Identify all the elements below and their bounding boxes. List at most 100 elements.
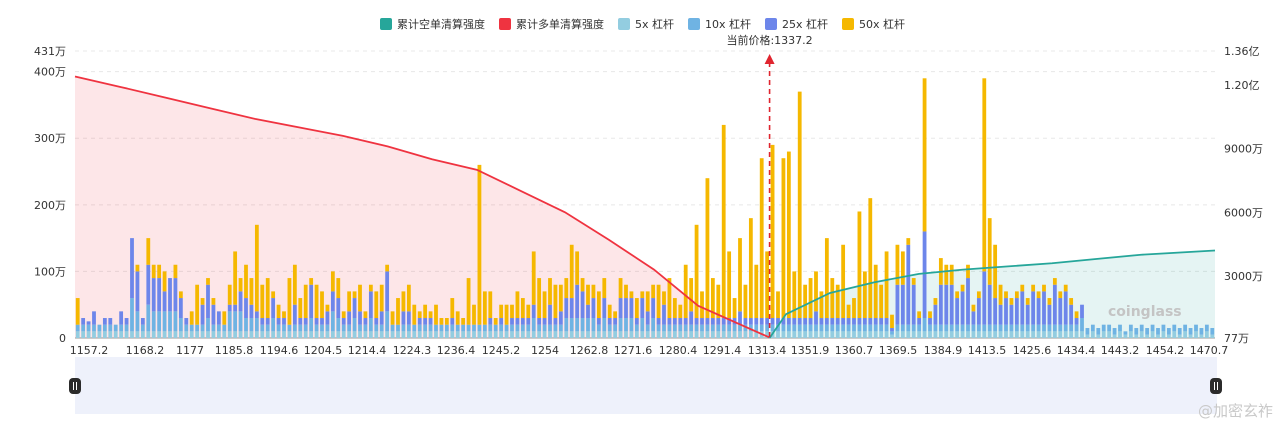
- bar-segment: [634, 331, 639, 338]
- bar-segment: [461, 331, 466, 338]
- bar-segment: [846, 318, 851, 325]
- bar-segment: [1194, 324, 1198, 332]
- bar-segment: [716, 318, 721, 325]
- bar-segment: [92, 324, 96, 332]
- bar-segment: [406, 311, 411, 325]
- bar-segment: [906, 331, 911, 338]
- bar-segment: [477, 331, 482, 338]
- bar-segment: [1014, 324, 1019, 332]
- bar-segment: [309, 331, 314, 338]
- bar-segment: [488, 331, 493, 338]
- bar-segment: [1139, 324, 1144, 332]
- bar-segment: [168, 331, 172, 338]
- bar-segment: [298, 324, 303, 332]
- bar-segment: [1177, 334, 1182, 338]
- bar-segment: [738, 238, 742, 312]
- bar-segment: [629, 318, 634, 332]
- bar-segment: [113, 331, 118, 338]
- bar-segment: [971, 311, 976, 325]
- bar-segment: [396, 331, 400, 338]
- bar-segment: [786, 324, 791, 332]
- bar-segment: [439, 324, 444, 332]
- bar-segment: [667, 324, 672, 332]
- bar-segment: [982, 271, 987, 325]
- bar-segment: [282, 331, 286, 338]
- legend-item-5[interactable]: 50x 杠杆: [842, 16, 905, 32]
- bar-segment: [624, 284, 628, 299]
- bar-segment: [1004, 298, 1008, 325]
- bar-segment: [157, 311, 162, 332]
- bar-segment: [330, 311, 335, 332]
- bar-segment: [1004, 291, 1008, 299]
- bar-segment: [292, 324, 297, 332]
- bar-segment: [526, 318, 531, 325]
- bar-segment: [97, 324, 102, 332]
- bar-segment: [564, 331, 569, 338]
- bar-segment: [1042, 324, 1046, 332]
- bar-segment: [971, 324, 976, 332]
- bar-segment: [765, 331, 770, 338]
- bar-segment: [982, 331, 987, 338]
- bar-segment: [249, 318, 254, 332]
- bar-segment: [1069, 324, 1074, 332]
- bar-segment: [472, 324, 476, 332]
- bar-segment: [933, 324, 938, 332]
- bar-segment: [748, 331, 753, 338]
- bar-segment: [1020, 284, 1025, 292]
- bar-segment: [135, 264, 140, 272]
- bar-segment: [1172, 331, 1177, 338]
- bar-segment: [1139, 331, 1144, 338]
- bar-segment: [803, 324, 808, 332]
- bar-segment: [596, 318, 601, 325]
- legend-item-3[interactable]: 10x 杠杆: [687, 16, 751, 32]
- legend-item-4[interactable]: 25x 杠杆: [765, 16, 828, 32]
- bar-segment: [537, 324, 542, 332]
- bar-segment: [472, 304, 476, 325]
- bar-segment: [249, 304, 254, 319]
- bar-segment: [998, 324, 1003, 332]
- bar-segment: [233, 311, 238, 332]
- legend-item-2[interactable]: 5x 杠杆: [617, 16, 674, 32]
- x-tick-label: 1177: [176, 344, 204, 357]
- bar-segment: [537, 278, 542, 319]
- bar-segment: [542, 291, 547, 319]
- bar-segment: [341, 311, 346, 319]
- bar-segment: [683, 318, 688, 325]
- bar-segment: [238, 331, 243, 338]
- bar-segment: [1052, 324, 1057, 332]
- slider-right-handle[interactable]: [1210, 378, 1222, 394]
- x-tick-label: 1168.2: [126, 344, 165, 357]
- bar-segment: [499, 331, 504, 338]
- bar-segment: [1156, 334, 1160, 338]
- bar-segment: [640, 291, 645, 299]
- bar-segment: [1042, 284, 1046, 292]
- bar-segment: [108, 324, 113, 332]
- bar-segment: [1009, 304, 1014, 325]
- bar-segment: [613, 331, 618, 338]
- range-slider-track[interactable]: [75, 357, 1217, 414]
- bar-segment: [320, 324, 324, 332]
- bar-segment: [841, 324, 846, 332]
- bar-segment: [363, 324, 368, 332]
- bar-segment: [667, 331, 672, 338]
- bar-segment: [1074, 331, 1079, 338]
- x-tick-label: 1254: [531, 344, 559, 357]
- bar-segment: [1069, 331, 1074, 338]
- bar-segment: [216, 311, 221, 325]
- bar-segment: [1058, 324, 1063, 332]
- bar-segment: [835, 331, 840, 338]
- bar-segment: [949, 264, 954, 285]
- bar-segment: [363, 318, 368, 325]
- chart-legend: 累计空单清算强度 累计多单清算强度 5x 杠杆 10x 杠杆 25x 杠杆 50x 杠杆: [0, 16, 1285, 32]
- bar-segment: [558, 284, 563, 312]
- bar-segment: [982, 78, 987, 272]
- bar-segment: [542, 318, 547, 325]
- legend-item-0[interactable]: 累计空单清算强度: [379, 16, 485, 32]
- bar-segment: [776, 324, 780, 332]
- legend-swatch: [498, 18, 511, 30]
- bar-segment: [493, 318, 498, 325]
- bar-segment: [206, 331, 210, 338]
- bar-segment: [358, 324, 362, 332]
- legend-item-1[interactable]: 累计多单清算强度: [498, 16, 604, 32]
- slider-left-handle[interactable]: [69, 378, 81, 394]
